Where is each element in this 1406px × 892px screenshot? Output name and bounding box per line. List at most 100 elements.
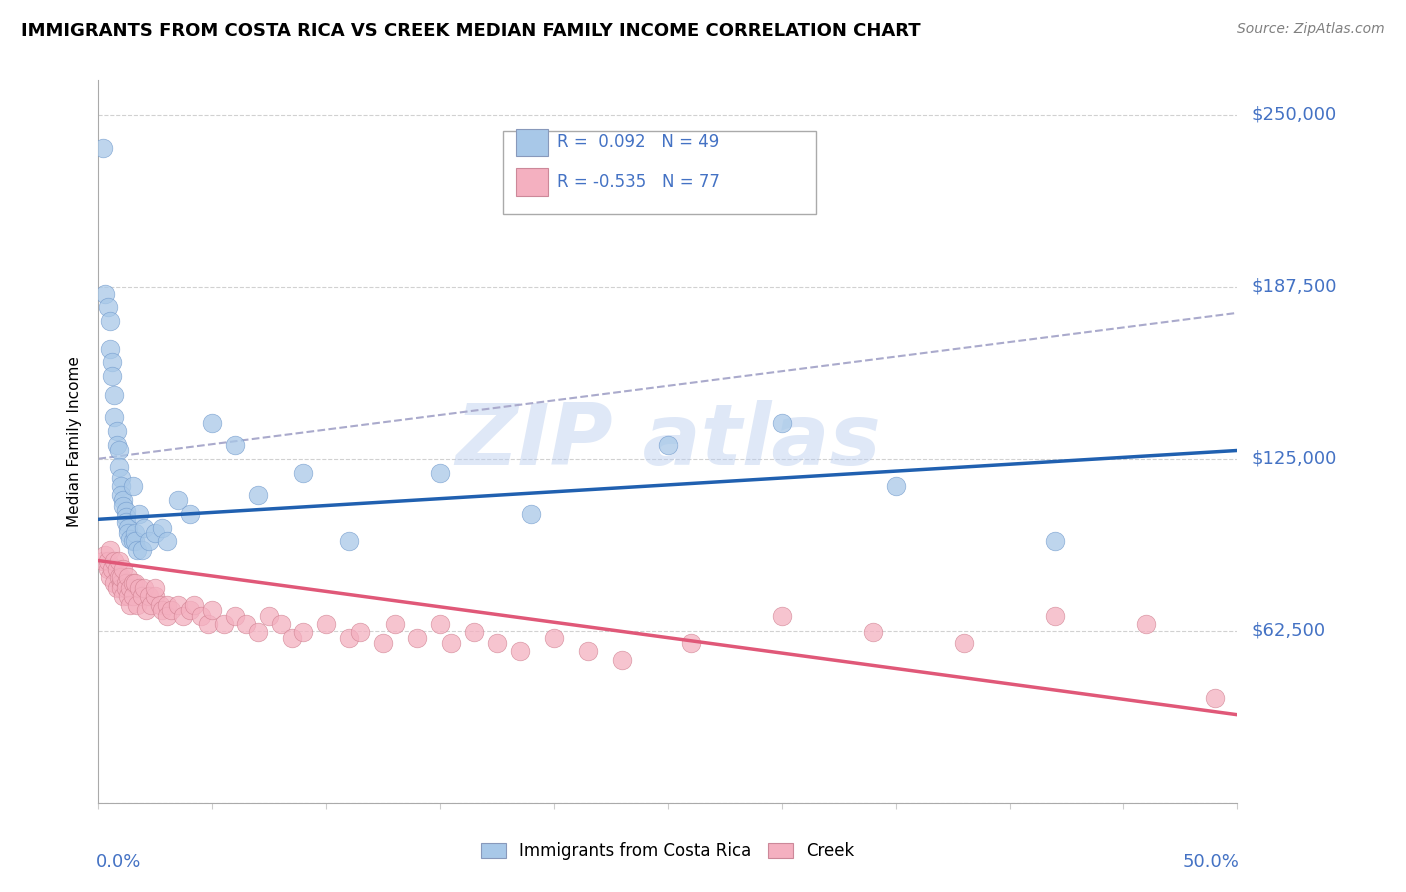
Text: 0.0%: 0.0% [96, 854, 142, 871]
Point [349, 625, 371, 640]
Point [145, 590, 167, 604]
Point [131, 590, 153, 604]
Text: IMMIGRANTS FROM COSTA RICA VS CREEK MEDIAN FAMILY INCOME CORRELATION CHART: IMMIGRANTS FROM COSTA RICA VS CREEK MEDI… [21, 22, 921, 40]
Point [114, 575, 136, 590]
Point [440, 636, 463, 650]
Point [112, 562, 135, 576]
Point [98, 542, 121, 557]
Point [235, 616, 257, 631]
Point [1204, 691, 1226, 706]
Point [101, 562, 124, 576]
Text: Source: ZipAtlas.com: Source: ZipAtlas.com [1237, 22, 1385, 37]
Point [509, 644, 531, 658]
Point [167, 598, 190, 612]
Point [150, 520, 173, 534]
Point [150, 603, 173, 617]
Point [160, 603, 183, 617]
Point [862, 625, 884, 640]
Point [1043, 534, 1066, 549]
Point [179, 507, 201, 521]
Point [110, 575, 132, 590]
Point [124, 575, 146, 590]
Point [679, 636, 702, 650]
Point [112, 493, 135, 508]
Point [124, 534, 146, 549]
Point [190, 608, 212, 623]
Point [197, 616, 219, 631]
Point [110, 479, 132, 493]
Point [121, 534, 143, 549]
Text: ZIP atlas: ZIP atlas [456, 400, 880, 483]
Point [139, 598, 162, 612]
Point [371, 636, 394, 650]
Point [156, 598, 179, 612]
Point [612, 653, 634, 667]
Point [145, 526, 167, 541]
Point [98, 570, 121, 584]
Point [108, 553, 131, 567]
Point [120, 581, 142, 595]
Point [1043, 608, 1066, 623]
Point [292, 466, 315, 480]
Point [110, 570, 132, 584]
Point [212, 616, 235, 631]
Point [112, 499, 135, 513]
Point [101, 355, 124, 369]
Point [315, 616, 337, 631]
Point [156, 608, 179, 623]
Point [201, 416, 224, 430]
Point [110, 581, 132, 595]
Point [131, 542, 153, 557]
Point [121, 479, 143, 493]
Point [292, 625, 315, 640]
Point [246, 625, 269, 640]
Text: $125,000: $125,000 [1251, 450, 1337, 467]
Point [120, 532, 142, 546]
Point [96, 553, 118, 567]
Point [463, 625, 485, 640]
Text: 50.0%: 50.0% [1182, 854, 1240, 871]
Point [96, 562, 118, 576]
Point [657, 438, 679, 452]
Point [117, 526, 139, 541]
Y-axis label: Median Family Income: Median Family Income [67, 356, 83, 527]
Point [429, 616, 451, 631]
Point [108, 443, 131, 458]
Point [101, 369, 124, 384]
Point [145, 581, 167, 595]
Point [543, 631, 565, 645]
Point [110, 471, 132, 485]
Point [406, 631, 429, 645]
Point [576, 644, 599, 658]
Point [103, 553, 125, 567]
Point [114, 581, 136, 595]
Point [259, 608, 281, 623]
FancyBboxPatch shape [516, 128, 548, 156]
Point [91, 141, 114, 155]
Point [98, 342, 121, 356]
Point [128, 581, 150, 595]
Point [105, 562, 128, 576]
Point [246, 487, 269, 501]
Point [156, 534, 179, 549]
Point [1135, 616, 1157, 631]
Text: R =  0.092   N = 49: R = 0.092 N = 49 [557, 134, 720, 152]
Point [117, 520, 139, 534]
Point [201, 603, 224, 617]
Point [224, 608, 246, 623]
Point [108, 570, 131, 584]
FancyBboxPatch shape [516, 169, 548, 196]
Point [112, 590, 135, 604]
Text: $187,500: $187,500 [1251, 277, 1337, 296]
Point [108, 460, 131, 475]
Point [138, 590, 160, 604]
Point [103, 410, 125, 425]
Point [172, 608, 194, 623]
Point [224, 438, 246, 452]
Point [149, 598, 172, 612]
Point [183, 598, 205, 612]
Legend: Immigrants from Costa Rica, Creek: Immigrants from Costa Rica, Creek [474, 836, 862, 867]
Point [105, 438, 128, 452]
Point [167, 493, 190, 508]
Point [121, 575, 143, 590]
